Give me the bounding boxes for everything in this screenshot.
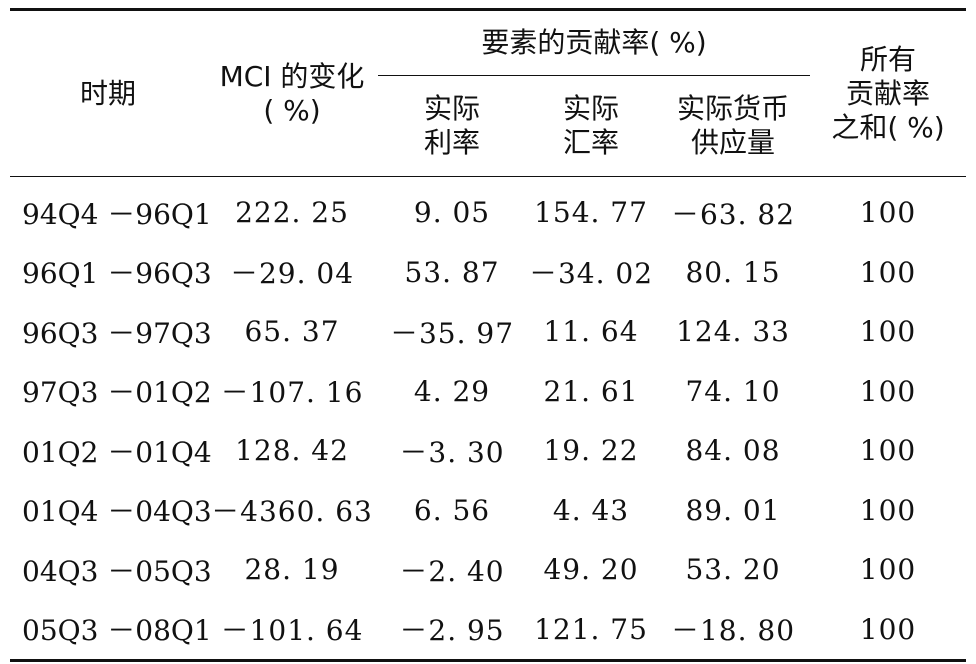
header-mci-line1: MCI 的变化 [219, 59, 365, 93]
header-total-line3: 之和( %) [831, 110, 945, 144]
cell-total: 100 [859, 315, 917, 349]
cell-period: 01Q4 －04Q3 [22, 495, 212, 529]
header-real-fx: 实际 汇率 [526, 75, 656, 177]
cell-period: 94Q4 －96Q1 [22, 197, 212, 231]
table-row: 96Q3 －97Q3 65. 37 －35. 97 11. 64 124. 33… [10, 302, 966, 362]
header-mci-change: MCI 的变化 ( %) [206, 8, 378, 177]
cell-total: 100 [859, 255, 917, 289]
cell-period: 96Q1 －96Q3 [22, 257, 212, 291]
cell-total: 100 [810, 599, 967, 662]
table-row: 04Q3 －05Q3 28. 19 －2. 40 49. 20 53. 20 1… [10, 540, 966, 600]
cell-total: 100 [859, 434, 917, 468]
cell-real-money: 53. 20 [685, 553, 781, 587]
cell-mci: －29. 04 [229, 257, 355, 291]
cell-real-money: 80. 15 [685, 255, 781, 289]
cell-real-money: 84. 08 [685, 434, 781, 468]
cell-mci: 65. 37 [244, 315, 340, 349]
header-contribution-group: 要素的贡献率( %) [378, 8, 811, 76]
cell-real-fx: 11. 64 [543, 315, 639, 349]
cell-real-rate: －2. 40 [399, 554, 505, 588]
cell-real-fx: 19. 22 [543, 434, 639, 468]
table-body: 94Q4 －96Q1 222. 25 9. 05 154. 77 －63. 82… [10, 177, 967, 662]
header-real-money-line1: 实际货币 [677, 92, 790, 125]
cell-total: 100 [859, 553, 917, 587]
cell-real-fx: 121. 75 [526, 599, 656, 662]
header-real-rate-line2: 利率 [423, 126, 480, 159]
header-real-fx-line1: 实际 [562, 92, 619, 125]
cell-total: 100 [859, 196, 917, 230]
header-total-line2: 贡献率 [846, 76, 931, 110]
cell-mci: 222. 25 [235, 196, 349, 230]
cell-mci: －101. 64 [206, 599, 378, 662]
header-real-rate-line1: 实际 [423, 92, 480, 125]
cell-period: 04Q3 －05Q3 [22, 554, 212, 588]
header-mci-line2: ( %) [263, 93, 321, 127]
cell-real-rate: 4. 29 [413, 374, 491, 408]
cell-real-rate: －2. 95 [378, 599, 526, 662]
header-real-money: 实际货币 供应量 [656, 75, 811, 177]
cell-real-fx: 154. 77 [534, 196, 648, 230]
table-row: 01Q4 －04Q3 －4360. 63 6. 56 4. 43 89. 01 … [10, 481, 966, 541]
header-total-line1: 所有 [860, 42, 917, 76]
cell-total: 100 [859, 493, 917, 527]
cell-real-fx: －34. 02 [528, 257, 654, 291]
cell-total: 100 [859, 374, 917, 408]
cell-real-rate: 9. 05 [413, 196, 491, 230]
cell-real-rate: 53. 87 [404, 255, 500, 289]
cell-real-rate: 6. 56 [413, 493, 491, 527]
table-row: 97Q3 －01Q2 －107. 16 4. 29 21. 61 74. 10 … [10, 362, 966, 422]
contribution-table: 时期 MCI 的变化 ( %) 要素的贡献率( %) 所有 贡献率 之和( %)… [10, 8, 967, 662]
header-total: 所有 贡献率 之和( %) [810, 8, 967, 177]
table-row: 05Q3 －08Q1 －101. 64 －2. 95 121. 75 －18. … [10, 599, 967, 662]
cell-real-fx: 49. 20 [543, 553, 639, 587]
cell-real-money: －18. 80 [656, 599, 811, 662]
cell-real-rate: －3. 30 [399, 435, 505, 469]
cell-real-money: 74. 10 [685, 374, 781, 408]
cell-real-money: 124. 33 [676, 315, 790, 349]
header-period: 时期 [10, 8, 206, 177]
cell-mci: 128. 42 [235, 434, 349, 468]
cell-mci: －107. 16 [220, 376, 364, 410]
table-row: 96Q1 －96Q3 －29. 04 53. 87 －34. 02 80. 15… [10, 243, 966, 303]
cell-period: 05Q3 －08Q1 [10, 599, 212, 662]
cell-period: 96Q3 －97Q3 [22, 316, 212, 350]
cell-period: 97Q3 －01Q2 [22, 376, 212, 410]
table-row: 94Q4 －96Q1 222. 25 9. 05 154. 77 －63. 82… [10, 177, 966, 243]
header-real-money-line2: 供应量 [691, 126, 776, 159]
cell-real-money: －63. 82 [670, 197, 796, 231]
cell-mci: －4360. 63 [211, 495, 373, 529]
table-row: 01Q2 －01Q4 128. 42 －3. 30 19. 22 84. 08 … [10, 421, 966, 481]
cell-real-fx: 21. 61 [543, 374, 639, 408]
header-real-fx-line2: 汇率 [562, 126, 619, 159]
cell-mci: 28. 19 [244, 553, 340, 587]
header-real-rate: 实际 利率 [378, 75, 526, 177]
cell-real-fx: 4. 43 [552, 493, 630, 527]
cell-real-money: 89. 01 [685, 493, 781, 527]
table-header: 时期 MCI 的变化 ( %) 要素的贡献率( %) 所有 贡献率 之和( %)… [10, 8, 967, 177]
cell-real-rate: －35. 97 [389, 316, 515, 350]
cell-period: 01Q2 －01Q4 [22, 435, 212, 469]
